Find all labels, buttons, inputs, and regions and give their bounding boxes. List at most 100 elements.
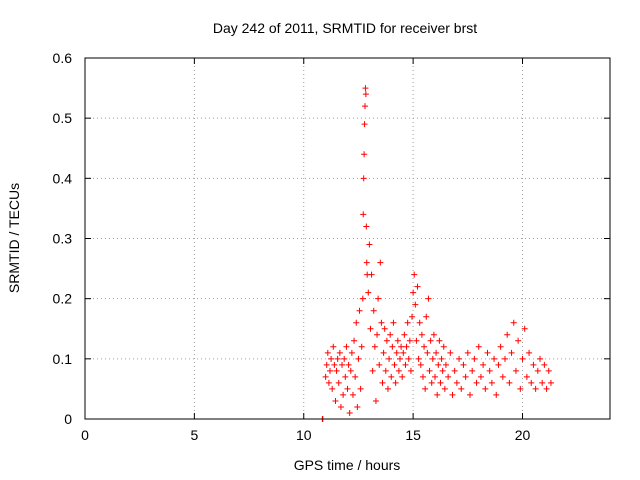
data-point [322, 373, 329, 380]
data-point [417, 361, 424, 368]
data-point [453, 379, 460, 386]
data-point [504, 331, 511, 338]
data-point [363, 259, 370, 266]
data-point [402, 361, 409, 368]
y-axis-label: SRMTID / TECUs [6, 183, 22, 293]
data-point [491, 355, 498, 362]
data-point [512, 367, 519, 374]
data-point [355, 355, 362, 362]
data-point [354, 403, 361, 410]
data-point [528, 379, 535, 386]
data-point [401, 331, 408, 338]
data-point [352, 373, 359, 380]
data-point [412, 301, 419, 308]
data-point [467, 391, 473, 398]
data-point [379, 379, 386, 386]
data-point [422, 385, 429, 392]
data-point [482, 385, 489, 392]
data-point [425, 295, 432, 302]
data-point [362, 91, 369, 98]
data-point [346, 409, 353, 416]
data-point [406, 337, 413, 344]
data-point [449, 391, 456, 398]
data-point [413, 337, 420, 344]
data-point [506, 379, 513, 386]
data-point [362, 85, 369, 92]
data-point [547, 379, 554, 386]
data-point [387, 331, 394, 338]
data-point [395, 367, 402, 374]
data-point [358, 343, 365, 350]
data-point [430, 331, 437, 338]
data-points [319, 85, 554, 422]
data-point [497, 343, 504, 350]
data-point [477, 373, 484, 380]
data-point [428, 379, 435, 386]
data-point [426, 367, 433, 374]
data-point [386, 355, 393, 362]
data-point [410, 289, 417, 296]
data-point [382, 367, 389, 374]
data-point [370, 307, 377, 314]
data-point [432, 373, 438, 380]
data-point [371, 343, 378, 350]
data-point [418, 331, 425, 338]
data-point [419, 373, 426, 380]
data-point [424, 349, 431, 356]
data-point [325, 379, 332, 386]
data-point [517, 385, 524, 392]
data-point [409, 313, 416, 320]
data-point [499, 373, 506, 380]
data-point [359, 295, 366, 302]
data-point [537, 355, 543, 362]
data-point [324, 349, 331, 356]
data-point [368, 271, 375, 278]
data-point [381, 325, 388, 332]
data-point [440, 343, 447, 350]
data-point [360, 175, 367, 182]
data-point [407, 367, 414, 374]
data-point [532, 385, 539, 392]
data-point [495, 361, 502, 368]
data-point [356, 307, 363, 314]
data-point [421, 343, 428, 350]
data-point [433, 349, 440, 356]
data-point [362, 103, 368, 110]
data-point [411, 271, 418, 278]
x-tick-label: 0 [81, 427, 89, 443]
x-tick-label: 15 [405, 427, 421, 443]
data-point [539, 379, 546, 386]
y-tick-label: 0.1 [53, 351, 73, 367]
data-point [353, 319, 360, 326]
data-point [366, 241, 373, 248]
x-tick-label: 10 [296, 427, 312, 443]
data-point [363, 223, 370, 230]
data-point [473, 379, 480, 386]
data-point [471, 355, 478, 362]
data-point [332, 397, 339, 404]
data-point [377, 259, 384, 266]
data-point [398, 343, 405, 350]
data-point [344, 385, 351, 392]
data-point [372, 397, 379, 404]
data-point [341, 355, 348, 362]
data-point [435, 361, 442, 368]
data-point [393, 349, 400, 356]
data-point [333, 367, 340, 374]
data-point [342, 373, 349, 380]
data-point [340, 391, 347, 398]
data-point [530, 361, 537, 368]
data-point [400, 349, 407, 356]
y-tick-label: 0.5 [53, 110, 73, 126]
data-point [445, 373, 452, 380]
data-point [486, 367, 493, 374]
x-tick-label: 5 [190, 427, 198, 443]
data-point [399, 373, 406, 380]
data-point [405, 355, 412, 362]
data-point [545, 367, 552, 374]
data-point [429, 355, 436, 362]
data-point [403, 343, 410, 350]
data-point [375, 295, 382, 302]
data-point [328, 355, 335, 362]
data-point [464, 349, 471, 356]
